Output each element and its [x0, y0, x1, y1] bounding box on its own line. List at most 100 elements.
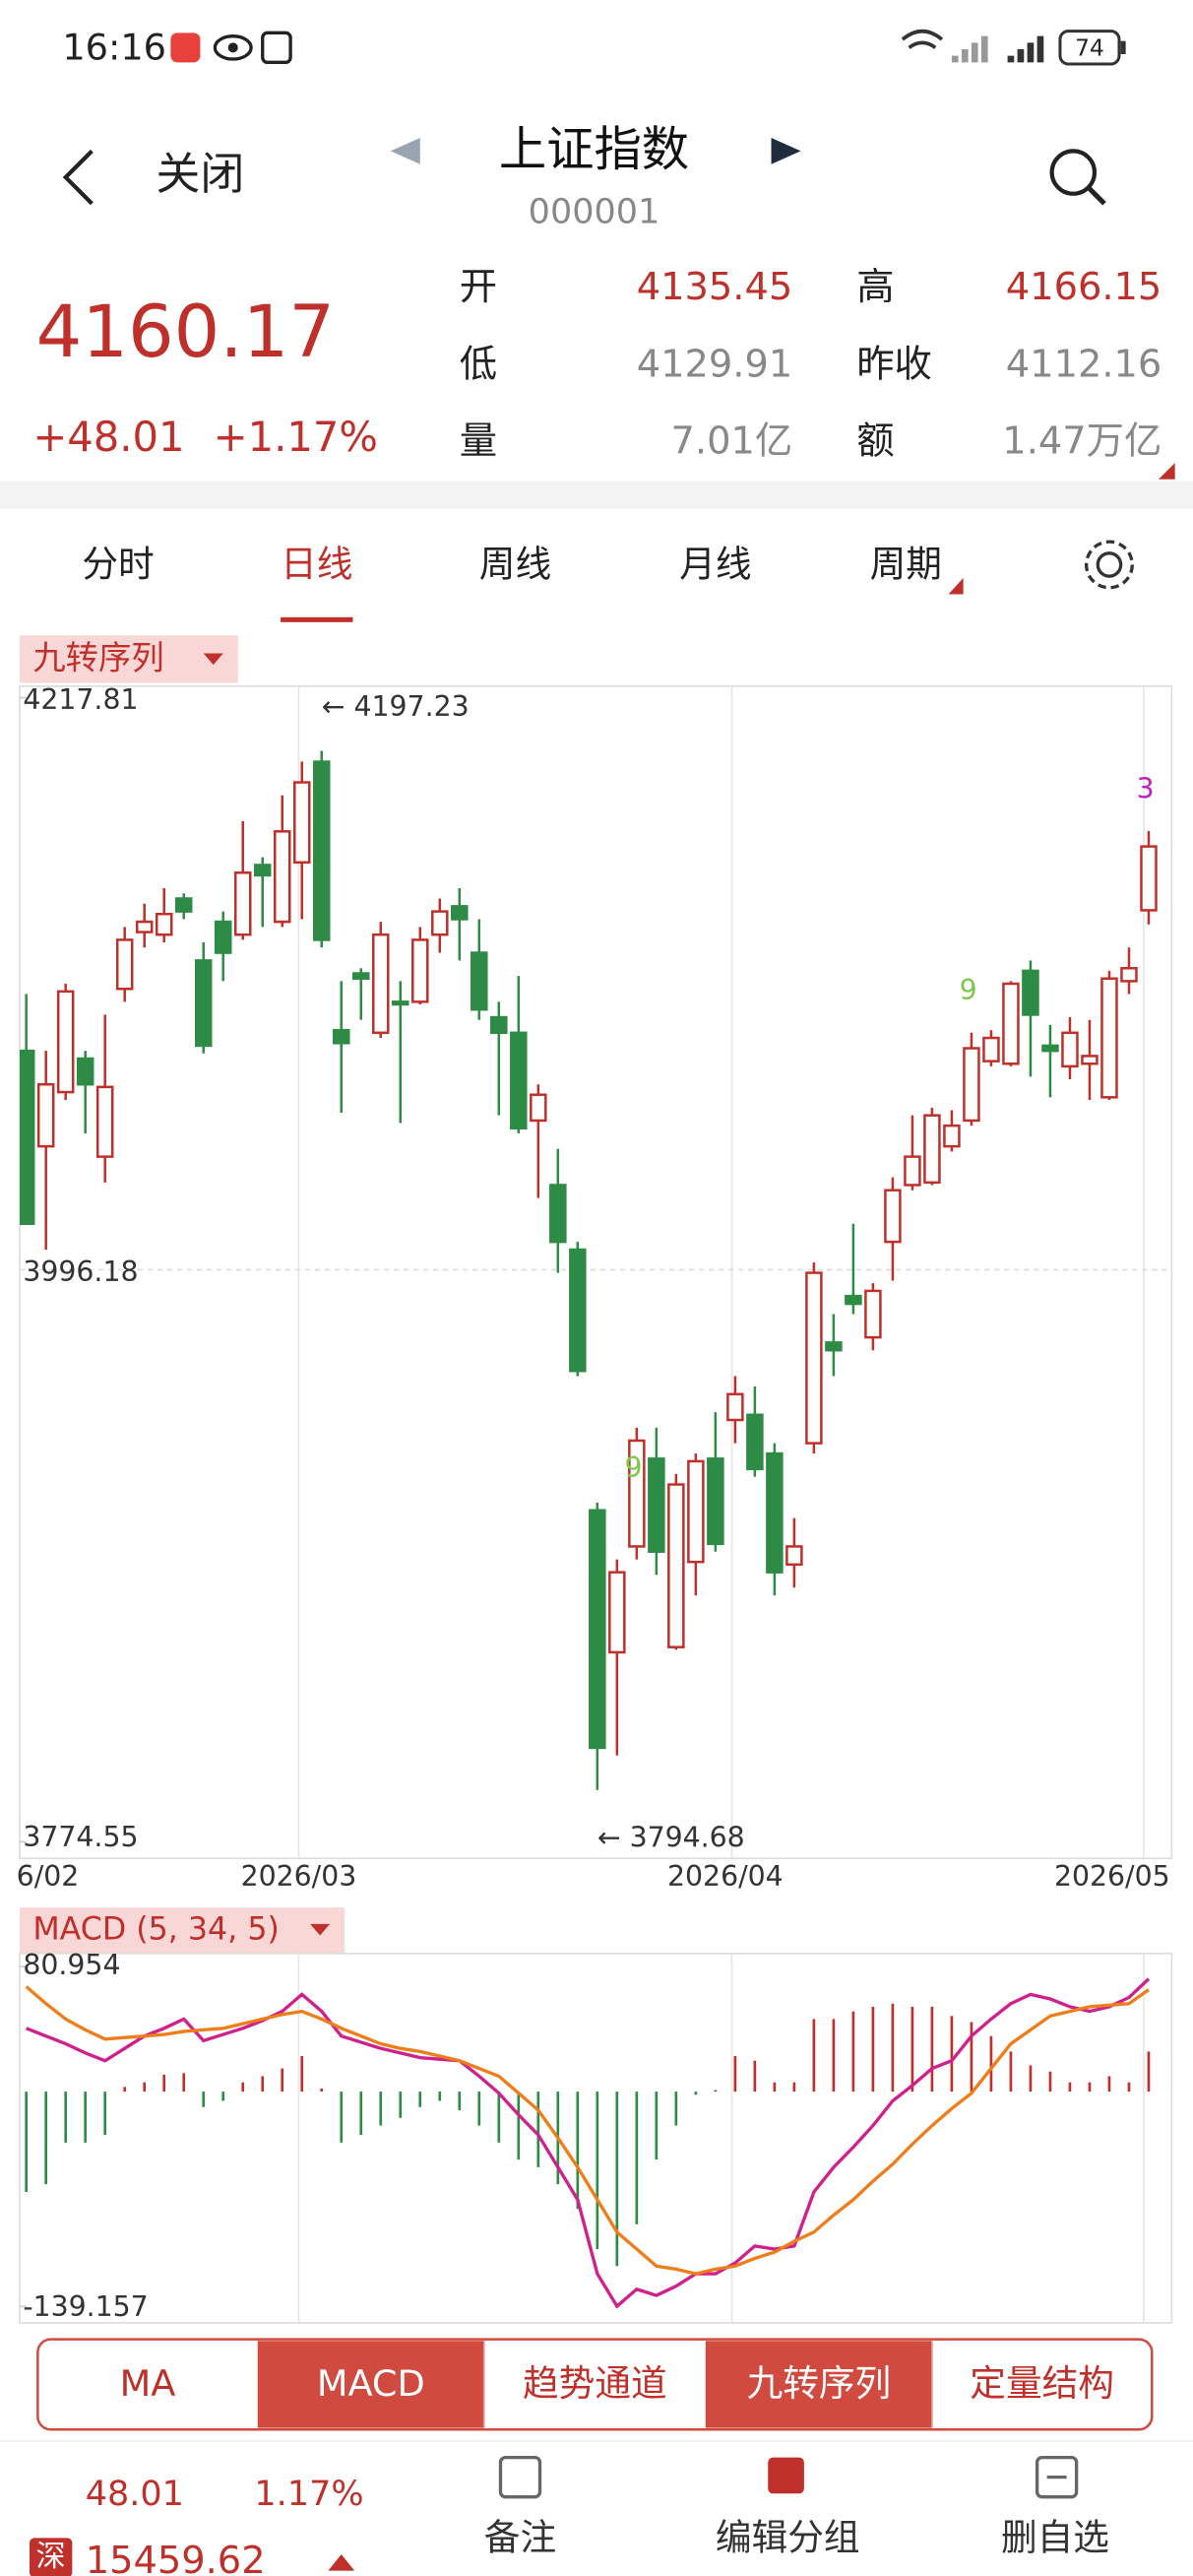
candle-body	[667, 1483, 685, 1648]
y-tick-label: -139.157	[23, 2290, 148, 2323]
eye-icon	[213, 34, 253, 61]
wifi-icon	[901, 29, 944, 49]
macd-line	[25, 1985, 1150, 2276]
nine-turn-label: 9	[624, 1451, 642, 1484]
candle-body	[155, 912, 173, 936]
bottom-bar	[0, 2440, 1193, 2576]
candle-body	[253, 864, 272, 877]
prev-icon[interactable]	[390, 138, 420, 164]
action-button[interactable]: 编辑分组	[716, 2516, 860, 2558]
app-icon	[170, 32, 201, 63]
candle-body	[1022, 969, 1039, 1016]
candle-body	[785, 1545, 803, 1567]
indicator-tab[interactable]: MACD	[317, 2362, 425, 2405]
indicator-tab[interactable]: 趋势通道	[523, 2362, 667, 2405]
field-label: 高	[856, 265, 894, 309]
candle-body	[36, 1082, 55, 1148]
candle-body	[884, 1189, 902, 1244]
period-mark	[948, 577, 964, 595]
candle-body	[95, 1085, 114, 1158]
candle-body	[904, 1155, 921, 1187]
candle-body	[471, 951, 488, 1011]
x-tick-label: 2026/04	[667, 1860, 784, 1893]
macd-line	[26, 1977, 1151, 2309]
x-tick-label: 6/02	[17, 1860, 80, 1893]
field-label: 低	[460, 342, 497, 386]
back-icon[interactable]	[62, 149, 94, 206]
field-value: 4166.15	[1006, 265, 1162, 309]
candle-body	[648, 1457, 665, 1553]
candle-body	[20, 1049, 35, 1226]
y-tick-label: 3996.18	[23, 1256, 138, 1288]
action-button[interactable]: 删自选	[1001, 2516, 1109, 2558]
field-label: 量	[460, 419, 497, 464]
macd-label: MACD (5, 34, 5)	[32, 1911, 279, 1947]
close-button[interactable]: 关闭	[156, 148, 244, 200]
nfc-icon	[261, 31, 292, 65]
candle-body	[214, 920, 232, 954]
candle-body	[628, 1439, 646, 1548]
candle-body	[982, 1036, 1000, 1063]
price-change: +48.01	[32, 413, 184, 461]
candle-body	[313, 760, 331, 941]
x-tick-label: 2026/03	[241, 1860, 357, 1893]
indicator-tab[interactable]: 定量结构	[970, 2362, 1114, 2405]
candle-body	[56, 990, 75, 1094]
candle-body	[1081, 1055, 1099, 1065]
candle-body	[194, 959, 213, 1048]
next-icon[interactable]	[771, 138, 801, 164]
period-tab[interactable]: 分时	[82, 544, 154, 586]
indicator-tab-bg	[705, 2341, 932, 2428]
corner-mark	[1158, 463, 1175, 480]
macd-label-bg[interactable]	[20, 1907, 345, 1954]
period-tab[interactable]: 日线	[281, 544, 352, 586]
kline-frame	[19, 685, 1173, 1859]
delete-icon[interactable]	[1035, 2455, 1079, 2499]
candle-body	[864, 1289, 882, 1339]
field-label: 昨收	[856, 342, 932, 386]
group-icon[interactable]	[768, 2457, 804, 2494]
candle-body	[392, 1000, 409, 1006]
candle-body	[333, 1028, 350, 1045]
action-button[interactable]: 备注	[484, 2516, 556, 2558]
indicator-tab[interactable]: MA	[120, 2362, 176, 2405]
candle-body	[943, 1124, 961, 1148]
candle-body	[1100, 977, 1118, 1099]
y-tick-label: 4217.81	[23, 683, 138, 716]
search-icon[interactable]	[1049, 149, 1098, 196]
indicator-tab[interactable]: 九转序列	[747, 2362, 892, 2405]
tab-underline	[281, 616, 353, 622]
stock-title: 上证指数	[499, 122, 689, 177]
period-tab[interactable]: 周线	[479, 544, 551, 586]
battery-level: 74	[1075, 34, 1104, 62]
indicator-label-bg[interactable]	[20, 635, 238, 683]
settings-gear	[1084, 540, 1134, 590]
period-tab[interactable]: 月线	[679, 544, 751, 586]
search-handle	[1086, 185, 1106, 206]
candle-body	[687, 1459, 705, 1564]
period-tab[interactable]: 周期	[870, 544, 942, 586]
signal-icon	[951, 35, 988, 63]
badge	[30, 2538, 73, 2576]
x-tick-label: 2026/05	[1054, 1860, 1170, 1893]
candle-body	[76, 1057, 94, 1086]
candle-body	[273, 830, 291, 924]
candle-body	[707, 1457, 724, 1546]
candle-body	[510, 1031, 528, 1130]
indicator-label: 九转序列	[32, 639, 163, 677]
battery-icon	[1058, 30, 1121, 66]
nine-turn-label: 3	[1137, 772, 1155, 805]
candle-body	[805, 1271, 823, 1445]
candle-body	[766, 1451, 784, 1574]
note-icon[interactable]	[498, 2455, 542, 2499]
candle-body	[923, 1114, 941, 1185]
field-value: 4135.45	[637, 265, 793, 309]
price-change-pct: +1.17%	[214, 413, 378, 461]
settings-icon[interactable]	[1096, 551, 1123, 578]
candle-body	[431, 910, 449, 936]
candle-body	[115, 938, 134, 991]
last-price: 4160.17	[36, 290, 335, 374]
candle-body	[135, 920, 154, 934]
